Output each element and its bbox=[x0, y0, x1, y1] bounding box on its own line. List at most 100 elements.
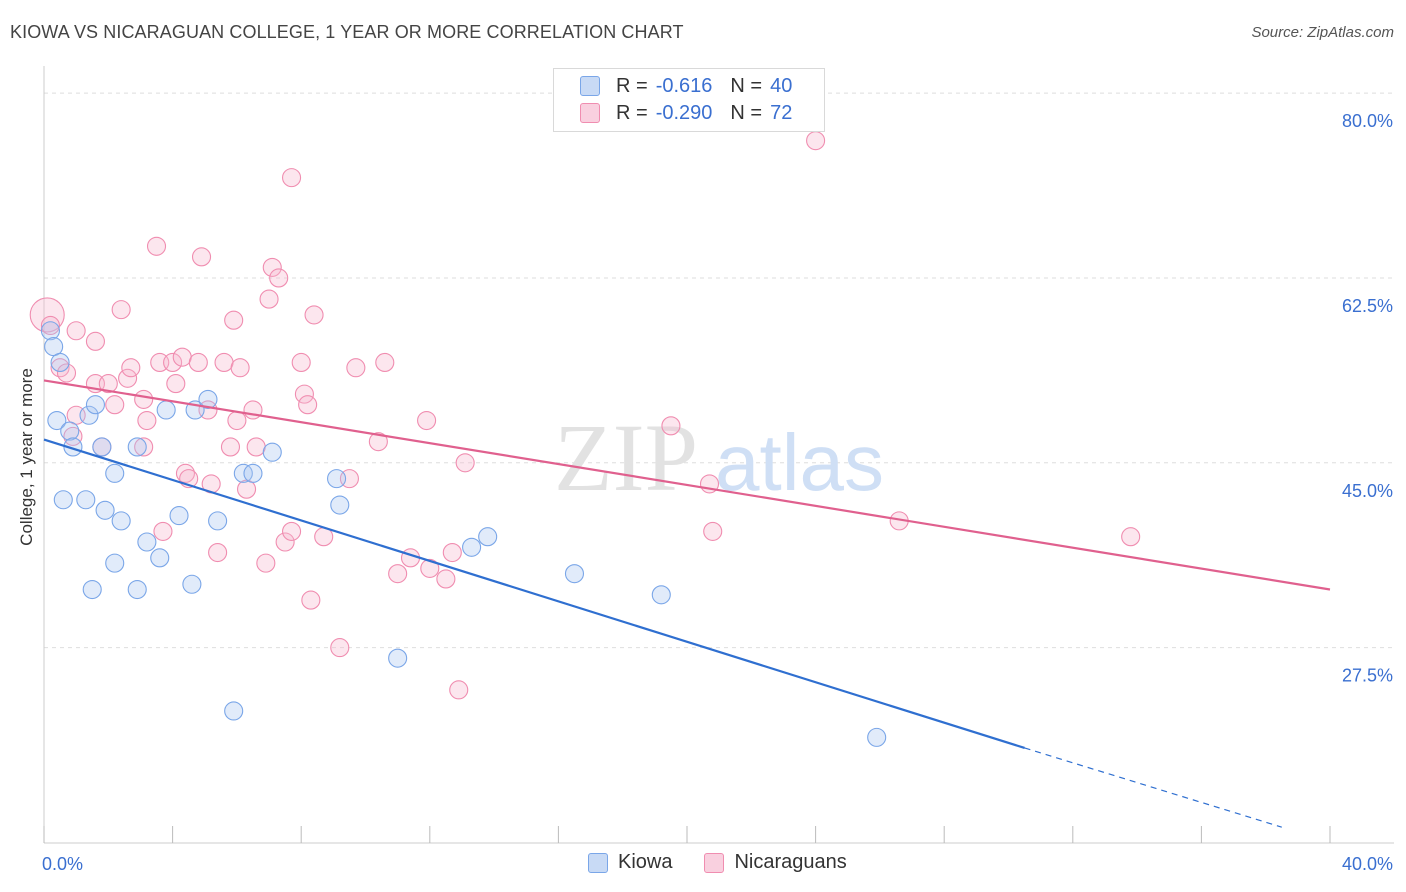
kiowa-point bbox=[224, 701, 244, 721]
nicaraguans-point bbox=[153, 521, 173, 541]
nicaraguans-point bbox=[63, 426, 83, 446]
kiowa-point bbox=[47, 410, 67, 431]
n-value: 40 bbox=[770, 74, 793, 97]
y-tick-label: 80.0% bbox=[1342, 111, 1393, 131]
nicaraguans-point bbox=[269, 268, 289, 288]
nicaraguans-point bbox=[346, 358, 366, 378]
nicaraguans-point bbox=[282, 168, 302, 188]
y-tick-label: 45.0% bbox=[1342, 481, 1393, 501]
nicaraguans-point bbox=[146, 236, 167, 256]
nicaraguans-trend-line bbox=[43, 379, 1331, 591]
legend-row-kiowa: R = -0.616 N = 40 bbox=[554, 73, 792, 99]
kiowa-point bbox=[867, 727, 887, 747]
y-tick-label: 27.5% bbox=[1342, 666, 1393, 686]
kiowa-point bbox=[76, 490, 96, 510]
kiowa-point bbox=[111, 511, 131, 531]
nicaraguans-swatch bbox=[704, 852, 725, 873]
nicaraguans-point bbox=[368, 432, 388, 452]
kiowa-point bbox=[92, 437, 112, 457]
watermark-zip: ZIP bbox=[554, 404, 698, 511]
nicaraguans-point bbox=[105, 395, 125, 415]
legend-label-kiowa: Kiowa bbox=[618, 851, 673, 873]
nicaraguans-point bbox=[50, 358, 70, 378]
kiowa-point bbox=[262, 442, 282, 462]
nicaraguans-point bbox=[661, 416, 681, 436]
x-tick-label: 0.0% bbox=[42, 854, 83, 874]
kiowa-point bbox=[330, 495, 350, 515]
nicaraguans-point bbox=[275, 532, 295, 552]
nicaraguans-point bbox=[118, 368, 138, 388]
kiowa-point bbox=[150, 548, 170, 568]
nicaraguans-point bbox=[806, 131, 826, 151]
nicaraguans-point bbox=[134, 389, 154, 409]
nicaraguans-point bbox=[388, 564, 408, 584]
trend-lines bbox=[43, 379, 1331, 828]
nicaraguans-point bbox=[163, 352, 183, 372]
kiowa-point bbox=[50, 352, 70, 372]
n-value: 72 bbox=[770, 101, 793, 124]
kiowa-swatch bbox=[580, 76, 600, 96]
kiowa-point bbox=[243, 463, 263, 483]
nicaraguans-point bbox=[98, 374, 118, 394]
nicaraguans-point bbox=[137, 410, 157, 431]
nicaraguans-point bbox=[246, 437, 266, 457]
nicaraguans-point bbox=[85, 331, 105, 351]
kiowa-point bbox=[564, 564, 585, 584]
x-tick-label: 40.0% bbox=[1342, 854, 1393, 874]
nicaraguans-point bbox=[256, 553, 276, 573]
kiowa-point bbox=[105, 553, 125, 573]
nicaraguans-point bbox=[703, 521, 723, 541]
correlation-legend: R = -0.616 N = 40 R = -0.290 N = 72 bbox=[553, 68, 825, 132]
nicaraguans-point bbox=[330, 638, 350, 658]
legend-label-nicaraguans: Nicaraguans bbox=[734, 851, 847, 873]
kiowa-point bbox=[95, 500, 115, 520]
nicaraguans-swatch bbox=[580, 103, 600, 123]
kiowa-point bbox=[462, 537, 482, 557]
nicaraguans-point bbox=[1121, 527, 1141, 547]
r-label: R = bbox=[616, 101, 648, 124]
y-tick-label: 62.5% bbox=[1342, 296, 1393, 316]
nicaraguans-point bbox=[224, 310, 244, 330]
nicaraguans-point bbox=[417, 410, 437, 431]
kiowa-point bbox=[198, 389, 218, 409]
kiowa-point bbox=[169, 506, 189, 526]
nicaraguans-point bbox=[436, 569, 456, 589]
nicaraguans-point bbox=[291, 352, 311, 372]
chart-title: KIOWA VS NICARAGUAN COLLEGE, 1 YEAR OR M… bbox=[10, 22, 684, 42]
kiowa-point bbox=[137, 532, 157, 552]
nicaraguans-point bbox=[191, 247, 212, 267]
nicaraguans-point bbox=[188, 352, 208, 372]
nicaraguans-point bbox=[56, 363, 77, 383]
legend-row-nicaraguans: R = -0.290 N = 72 bbox=[554, 100, 792, 126]
watermark-atlas: atlas bbox=[715, 418, 884, 507]
nicaraguans-point bbox=[220, 437, 241, 457]
kiowa-point bbox=[651, 585, 671, 605]
kiowa-point bbox=[182, 574, 202, 594]
nicaraguans-point bbox=[172, 347, 192, 367]
nicaraguans-point bbox=[214, 352, 234, 372]
nicaraguans-point bbox=[375, 352, 395, 372]
n-label: N = bbox=[730, 101, 763, 124]
kiowa-point bbox=[388, 648, 408, 668]
kiowa-point bbox=[156, 400, 176, 420]
nicaraguans-point bbox=[304, 305, 324, 325]
nicaraguans-point bbox=[442, 543, 462, 563]
kiowa-point bbox=[105, 463, 125, 483]
nicaraguans-point bbox=[111, 300, 131, 320]
r-value: -0.616 bbox=[655, 74, 713, 97]
kiowa-point bbox=[127, 579, 147, 600]
kiowa-trend-line bbox=[43, 438, 1025, 749]
nicaraguans-point bbox=[208, 543, 228, 563]
nicaraguans-point bbox=[230, 358, 250, 378]
nicaraguans-point bbox=[227, 410, 247, 431]
nicaraguans-point bbox=[259, 289, 279, 309]
kiowa-point bbox=[53, 490, 73, 510]
legend-item-nicaraguans: Nicaraguans bbox=[704, 851, 847, 874]
r-label: R = bbox=[616, 74, 648, 97]
nicaraguans-point bbox=[301, 590, 321, 610]
nicaraguans-point bbox=[66, 321, 86, 341]
nicaraguans-point bbox=[175, 463, 196, 483]
kiowa-point bbox=[82, 579, 102, 600]
kiowa-point bbox=[233, 463, 253, 483]
kiowa-trend-extension bbox=[1024, 747, 1282, 828]
